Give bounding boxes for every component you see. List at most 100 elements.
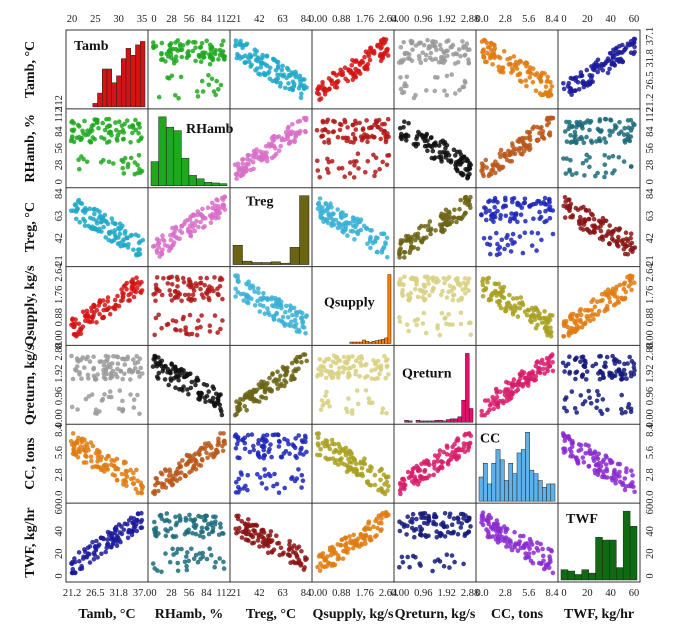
histogram-bar-cc — [516, 452, 522, 502]
scatter-point — [568, 157, 573, 163]
scatter-twf-vs-treg — [233, 513, 309, 572]
scatter-point — [369, 368, 374, 373]
scatter-point — [572, 406, 578, 411]
scatter-point — [315, 201, 321, 207]
scatter-point — [422, 224, 428, 229]
scatter-point — [203, 215, 208, 221]
scatter-point — [320, 205, 325, 210]
scatter-point — [549, 84, 555, 89]
scatter-point — [490, 525, 495, 530]
scatter-point — [505, 540, 510, 545]
tick-label-left: 112 — [54, 95, 65, 110]
axis-label-bottom-rhamb: RHamb, % — [155, 607, 223, 622]
scatter-point — [509, 196, 515, 202]
scatter-point — [329, 437, 335, 443]
scatter-point — [375, 525, 380, 531]
scatter-point — [509, 547, 515, 553]
scatter-point — [436, 452, 442, 458]
scatter-point — [244, 157, 250, 162]
scatter-point — [163, 551, 168, 556]
scatter-point — [133, 486, 139, 492]
scatter-point — [463, 291, 468, 296]
tick-label-left: 2.8 — [54, 468, 65, 481]
scatter-point — [525, 129, 530, 135]
scatter-point — [399, 290, 405, 296]
scatter-point — [363, 527, 368, 532]
scatter-point — [269, 454, 274, 460]
scatter-point — [398, 75, 403, 80]
scatter-point — [569, 330, 574, 336]
histogram-bar-cc — [537, 480, 543, 502]
scatter-point — [595, 389, 600, 394]
scatter-point — [515, 202, 520, 208]
tick-label-left: 0.96 — [54, 387, 65, 405]
scatter-point — [607, 371, 613, 377]
scatter-point — [272, 432, 278, 438]
scatter-point — [175, 560, 180, 566]
scatter-point — [279, 455, 285, 460]
scatter-point — [365, 373, 370, 379]
scatter-point — [598, 224, 603, 229]
scatter-point — [621, 159, 627, 164]
scatter-point — [569, 389, 575, 394]
axis-label-bottom-twf: TWF, kg/hr — [564, 607, 634, 622]
tick-label-left: 0 — [54, 573, 65, 578]
scatter-point — [264, 150, 269, 155]
scatter-point — [335, 134, 341, 140]
scatter-point — [315, 374, 320, 379]
scatter-point — [353, 461, 359, 467]
scatter-point — [182, 559, 188, 565]
scatter-point — [534, 124, 540, 130]
scatter-point — [567, 354, 572, 360]
scatter-point — [607, 51, 613, 56]
scatter-point — [299, 315, 305, 321]
scatter-point — [480, 282, 486, 288]
scatter-point — [424, 235, 429, 240]
scatter-point — [168, 51, 174, 57]
scatter-point — [437, 332, 443, 338]
scatter-point — [248, 532, 254, 538]
scatter-point — [546, 565, 552, 570]
scatter-point — [596, 392, 601, 398]
histogram-bar-treg — [261, 262, 272, 265]
scatter-point — [318, 213, 324, 218]
scatter-point — [435, 459, 440, 464]
scatter-point — [266, 449, 271, 455]
scatter-point — [315, 452, 320, 458]
scatter-point — [607, 133, 613, 138]
tick-label-top: 1.92 — [437, 14, 455, 25]
scatter-point — [376, 125, 381, 130]
scatter-point — [186, 292, 192, 298]
scatter-point — [297, 560, 302, 565]
scatter-point — [137, 239, 143, 244]
scatter-point — [596, 308, 602, 314]
scatter-point — [240, 157, 246, 162]
scatter-point — [629, 125, 635, 131]
scatter-point — [216, 532, 222, 537]
scatter-point — [118, 369, 123, 374]
scatter-point — [583, 450, 588, 456]
scatter-point — [446, 312, 452, 317]
histogram-bar-qreturn — [449, 418, 455, 423]
scatter-point — [278, 383, 284, 389]
scatter-point — [124, 280, 130, 286]
tick-label-right: 20 — [645, 548, 656, 559]
scatter-point — [91, 302, 97, 308]
scatter-point — [414, 516, 419, 522]
scatter-point — [234, 411, 239, 417]
scatter-point — [492, 195, 498, 201]
scatter-point — [268, 529, 274, 534]
scatter-point — [152, 488, 157, 494]
scatter-point — [533, 363, 539, 369]
scatter-point — [629, 164, 634, 169]
histogram-bar-cc — [478, 476, 484, 502]
scatter-point — [345, 125, 350, 130]
scatter-point — [157, 513, 163, 518]
scatter-point — [292, 137, 297, 143]
scatter-point — [464, 156, 470, 162]
scatter-point — [86, 394, 92, 399]
scatter-point — [323, 375, 329, 381]
scatter-point — [123, 472, 129, 477]
scatter-point — [179, 298, 184, 304]
scatter-point — [588, 401, 594, 406]
